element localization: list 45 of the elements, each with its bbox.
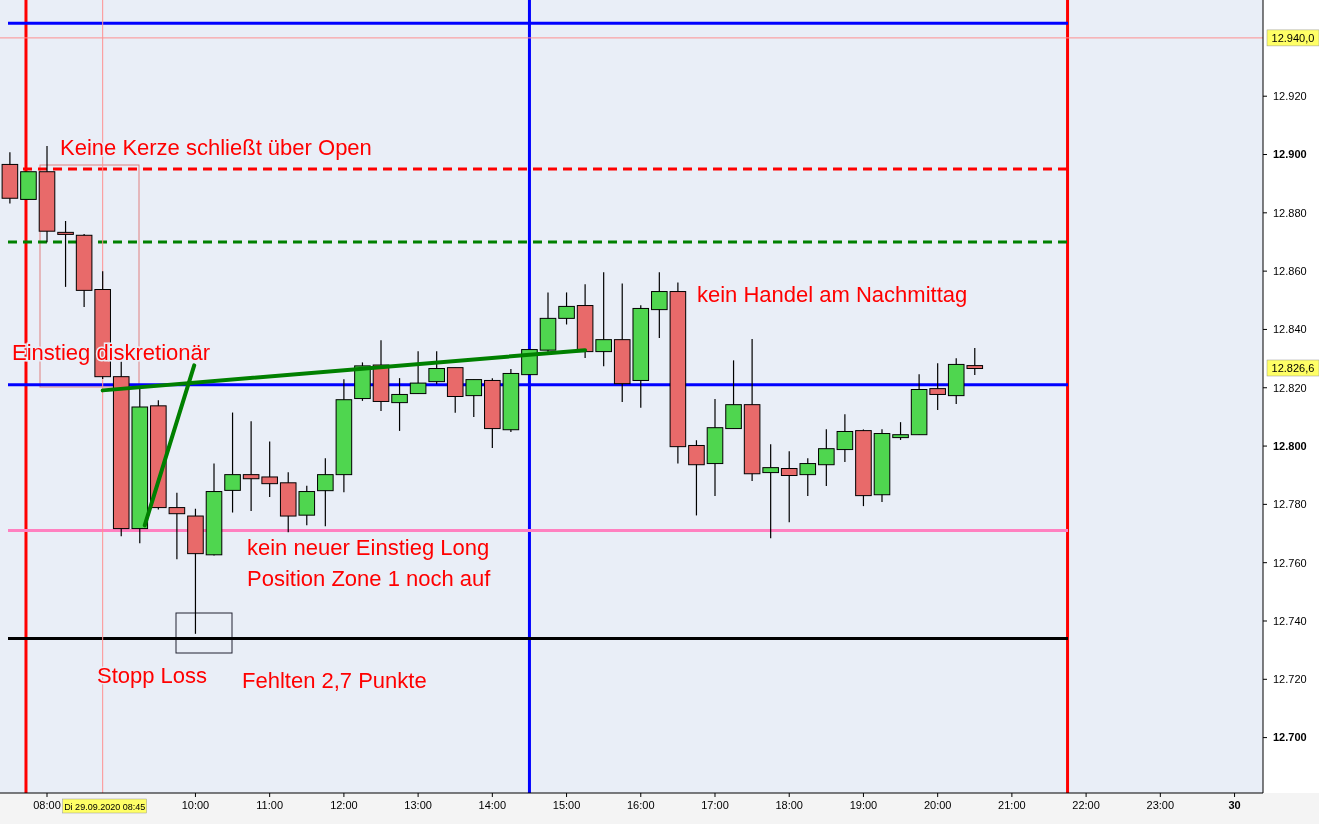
candlestick — [688, 439, 705, 517]
x-tick-label: 22:00 — [1072, 799, 1100, 811]
x-tick-label: 18:00 — [775, 799, 803, 811]
y-tick-label: 12.820 — [1273, 381, 1307, 394]
annotation: Position Zone 1 noch auf — [247, 566, 492, 591]
y-tick-label: 12.720 — [1273, 673, 1307, 686]
text: 12.826,6 — [1271, 361, 1315, 374]
y-tick-label: 12.800 — [1273, 439, 1307, 452]
candlestick — [558, 291, 575, 326]
ref-line-label: Di 29.09.2020 08:45 — [64, 801, 146, 812]
x-tick-label: 11:00 — [256, 799, 284, 811]
x-tick-label: 20:00 — [923, 799, 952, 811]
x-tick-label: 17:00 — [701, 799, 729, 811]
x-tick-label: 30 — [1228, 799, 1241, 811]
y-tick-label: 12.860 — [1273, 264, 1307, 277]
y-tick-label: 12.840 — [1273, 323, 1307, 336]
x-tick-label: 16:00 — [627, 799, 655, 811]
x-tick-label: 12:00 — [330, 799, 358, 811]
y-tick-label: 12.920 — [1273, 90, 1307, 103]
candlestick — [224, 411, 241, 514]
x-tick-label: 15:00 — [552, 799, 581, 811]
candlestick — [391, 377, 408, 432]
x-tick-label: 08:00 — [33, 799, 61, 811]
annotation: kein Handel am Nachmittag — [697, 282, 968, 307]
candlestick — [409, 350, 427, 395]
y-tick-label: 12.740 — [1273, 614, 1307, 627]
candlestick — [57, 220, 74, 288]
x-tick-label: 13:00 — [404, 799, 432, 811]
x-tick-label: 21:00 — [998, 799, 1026, 811]
x-tick-label: 10:00 — [181, 799, 210, 811]
annotation: Stopp Loss — [97, 663, 208, 688]
ref-line-label: 12.940,0 — [1271, 31, 1315, 44]
annotation: Fehlten 2,7 Punkte — [242, 668, 427, 693]
y-tick-label: 12.780 — [1273, 498, 1307, 511]
candlestick — [725, 359, 742, 430]
x-tick-label: 19:00 — [849, 799, 878, 811]
y-tick-label: 12.700 — [1273, 731, 1307, 744]
candlestick — [428, 350, 445, 385]
x-tick-label: 14:00 — [478, 799, 507, 811]
y-tick-label: 12.880 — [1273, 206, 1307, 219]
annotation: kein neuer Einstieg Long — [247, 535, 490, 560]
annotation: Keine Kerze schließt über Open — [60, 135, 372, 160]
y-tick-label: 12.900 — [1273, 148, 1307, 161]
x-tick-label: 23:00 — [1146, 799, 1175, 811]
y-tick-label: 12.760 — [1273, 556, 1307, 569]
